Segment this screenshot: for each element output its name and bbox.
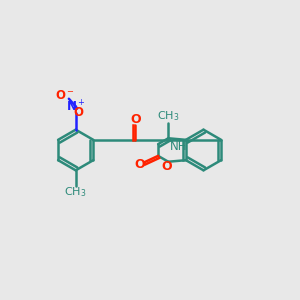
Text: O: O: [130, 113, 141, 126]
Text: O$^-$: O$^-$: [56, 89, 75, 102]
Text: O: O: [161, 160, 172, 173]
Text: CH$_3$: CH$_3$: [157, 110, 179, 123]
Text: O: O: [74, 106, 84, 118]
Text: CH$_3$: CH$_3$: [64, 185, 87, 199]
Text: N$^+$: N$^+$: [66, 99, 86, 114]
Text: NH: NH: [170, 140, 188, 153]
Text: O: O: [134, 158, 145, 171]
